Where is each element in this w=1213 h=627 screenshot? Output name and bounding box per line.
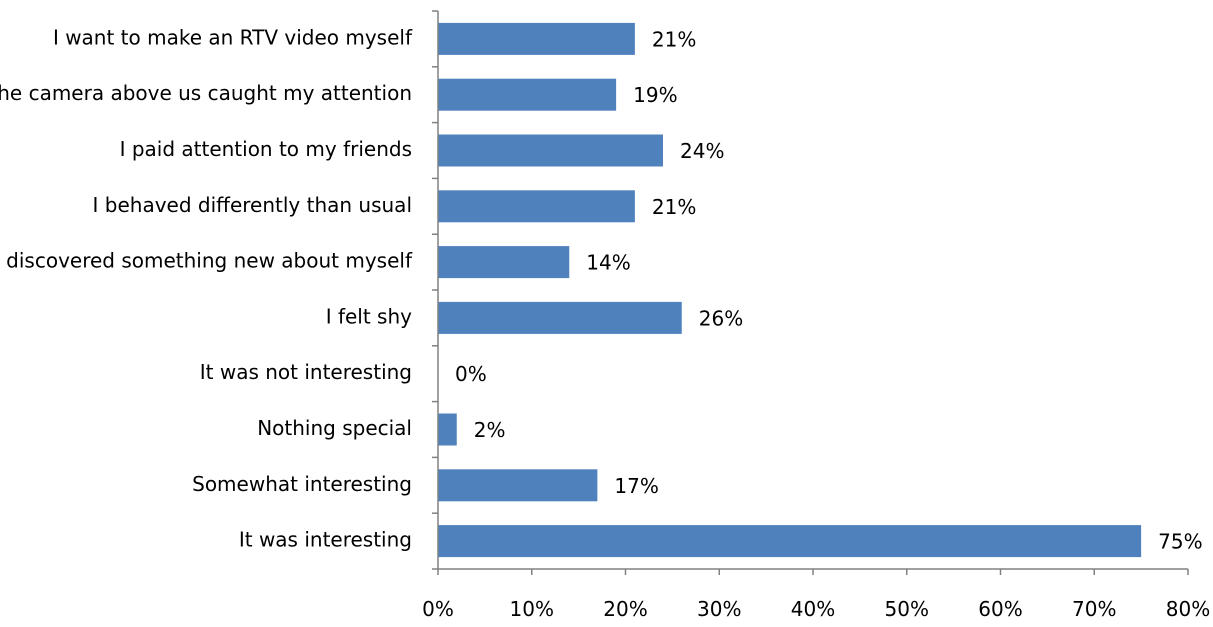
- x-tick-label-6: 60%: [978, 597, 1022, 621]
- value-label-3: 21%: [652, 195, 696, 219]
- bar-7: [438, 413, 457, 446]
- category-label-0: I want to make an RTV video myself: [53, 25, 413, 49]
- x-tick-label-3: 30%: [697, 597, 741, 621]
- value-label-0: 21%: [652, 27, 696, 51]
- value-label-4: 14%: [586, 251, 630, 275]
- value-label-1: 19%: [633, 83, 677, 107]
- x-axis-tick-labels: 0% 10% 20% 30% 40% 50% 60% 70% 80%: [422, 597, 1210, 621]
- category-label-6: It was not interesting: [200, 360, 412, 384]
- bar-3: [438, 190, 635, 223]
- category-label-4: I discovered something new about myself: [0, 249, 413, 273]
- category-label-1: The camera above us caught my attention: [0, 81, 412, 105]
- x-tick-label-7: 70%: [1072, 597, 1116, 621]
- x-tick-label-1: 10%: [510, 597, 554, 621]
- value-label-9: 75%: [1158, 530, 1202, 554]
- bar-1: [438, 78, 617, 111]
- category-label-3: I behaved differently than usual: [93, 193, 412, 217]
- category-label-2: I paid attention to my friends: [120, 137, 412, 161]
- x-tick-label-4: 40%: [791, 597, 835, 621]
- bars-group: [438, 22, 1142, 558]
- category-label-7: Nothing special: [257, 416, 412, 440]
- x-tick-label-2: 20%: [603, 597, 647, 621]
- value-label-7: 2%: [474, 418, 506, 442]
- value-labels: 21% 19% 24% 21% 14% 26% 0% 2% 17% 75%: [455, 27, 1203, 553]
- category-label-8: Somewhat interesting: [192, 472, 412, 496]
- bar-9: [438, 525, 1142, 558]
- bar-8: [438, 469, 598, 502]
- bar-0: [438, 22, 635, 55]
- category-label-9: It was interesting: [239, 528, 412, 552]
- x-axis-ticks: [432, 10, 1189, 575]
- category-label-5: I felt shy: [326, 304, 412, 328]
- value-label-5: 26%: [699, 306, 743, 330]
- bar-5: [438, 301, 682, 334]
- value-label-6: 0%: [455, 362, 487, 386]
- value-label-2: 24%: [680, 139, 724, 163]
- x-tick-label-0: 0%: [422, 597, 454, 621]
- bar-2: [438, 134, 663, 167]
- x-tick-label-5: 50%: [885, 597, 929, 621]
- category-labels: I want to make an RTV video myself The ca…: [0, 25, 413, 551]
- x-tick-label-8: 80%: [1166, 597, 1210, 621]
- value-label-8: 17%: [614, 474, 658, 498]
- bar-4: [438, 246, 570, 279]
